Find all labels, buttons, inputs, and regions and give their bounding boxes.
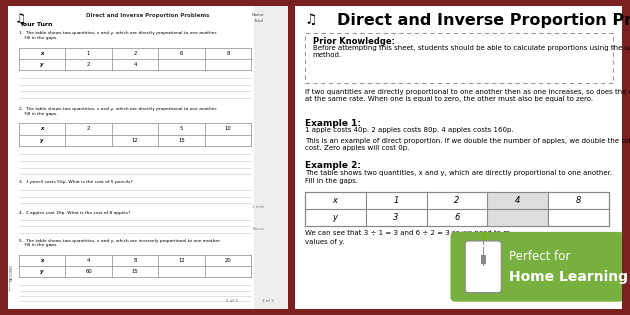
Text: This is an example of direct proportion. If we double the number of apples, we d: This is an example of direct proportion.… <box>305 138 630 151</box>
Text: ♫: ♫ <box>305 13 317 27</box>
Text: 10: 10 <box>225 126 232 131</box>
Text: We can see that 3 ÷ 1 = 3 and 6 ÷ 2 = 3 so we need to m: We can see that 3 ÷ 1 = 3 and 6 ÷ 2 = 3 … <box>305 230 510 236</box>
Text: 6: 6 <box>454 213 460 222</box>
Text: y: y <box>333 213 338 222</box>
Text: 8: 8 <box>227 51 230 56</box>
Text: Total: Total <box>253 19 263 23</box>
Text: 2: 2 <box>87 62 90 67</box>
Text: 3: 3 <box>393 213 399 222</box>
Text: 5.  The table shows two quantities, x and y, which are inversely proportional to: 5. The table shows two quantities, x and… <box>19 239 220 248</box>
Text: 1 apple costs 40p. 2 apples costs 80p. 4 apples costs 160p.: 1 apple costs 40p. 2 apples costs 80p. 4… <box>305 127 513 133</box>
Text: 4.  2 apples cost 30p. What is the cost of 8 apples?: 4. 2 apples cost 30p. What is the cost o… <box>19 211 130 215</box>
Text: x: x <box>40 126 43 131</box>
FancyBboxPatch shape <box>305 33 612 83</box>
Bar <box>481 255 486 264</box>
Text: y: y <box>40 62 43 67</box>
Text: 1: 1 <box>87 51 90 56</box>
Text: Direct and Inverse Proportion Problems: Direct and Inverse Proportion Problems <box>338 13 630 28</box>
Bar <box>255 6 288 309</box>
Text: Bonus: Bonus <box>253 227 265 231</box>
Text: y: y <box>40 138 43 143</box>
Text: 5: 5 <box>180 126 183 131</box>
Text: x: x <box>40 51 43 56</box>
Text: Your Turn: Your Turn <box>19 22 52 27</box>
Text: Fill in the gaps.: Fill in the gaps. <box>305 178 358 184</box>
Text: Direct and Inverse Proportion Problems: Direct and Inverse Proportion Problems <box>86 13 209 18</box>
Text: Home Learning: Home Learning <box>510 270 628 284</box>
Text: 8: 8 <box>576 196 581 205</box>
Text: 3 of 3: 3 of 3 <box>263 299 274 303</box>
Text: 12: 12 <box>178 258 185 263</box>
Text: 2.  The table shows two quantities, x and y, which are directly proportional to : 2. The table shows two quantities, x and… <box>19 107 217 116</box>
Text: 3.  1 pencil costs 55p. What is the cost of 5 pencils?: 3. 1 pencil costs 55p. What is the cost … <box>19 180 132 184</box>
Text: 4: 4 <box>134 62 137 67</box>
Text: 2: 2 <box>134 51 137 56</box>
Text: 4: 4 <box>87 258 90 263</box>
Text: y: y <box>40 269 43 274</box>
Text: Example 2:: Example 2: <box>305 161 360 170</box>
Text: 60: 60 <box>85 269 92 274</box>
FancyBboxPatch shape <box>450 232 624 302</box>
Text: x: x <box>333 196 338 205</box>
Text: 2 of 3: 2 of 3 <box>226 299 238 303</box>
Text: x: x <box>40 258 43 263</box>
Text: 2: 2 <box>87 126 90 131</box>
Text: ♫: ♫ <box>14 13 26 26</box>
Text: 8: 8 <box>134 258 137 263</box>
Bar <box>488 192 548 226</box>
Text: 20: 20 <box>225 258 232 263</box>
Bar <box>305 192 609 226</box>
Text: 1 mile: 1 mile <box>253 204 265 209</box>
Text: BEYOND: BEYOND <box>10 264 14 282</box>
Text: 12: 12 <box>132 138 139 143</box>
Text: values of y.: values of y. <box>305 239 344 245</box>
Text: 1: 1 <box>393 196 399 205</box>
Text: If two quantities are directly proportional to one another then as one increases: If two quantities are directly proportio… <box>305 89 630 102</box>
Text: Name: Name <box>252 13 265 17</box>
Text: 15: 15 <box>178 138 185 143</box>
Text: 15: 15 <box>132 269 139 274</box>
Text: Prior Knowledge:: Prior Knowledge: <box>313 37 395 46</box>
Text: The table shows two quantities, x and y, which are directly proportional to one : The table shows two quantities, x and y,… <box>305 170 612 176</box>
Bar <box>19 48 251 70</box>
Text: 1.  The table shows two quantities, x and y, which are directly proportional to : 1. The table shows two quantities, x and… <box>19 32 217 40</box>
Text: 4: 4 <box>515 196 520 205</box>
Text: 2: 2 <box>454 196 460 205</box>
Bar <box>19 123 251 146</box>
Text: Perfect for: Perfect for <box>510 250 571 263</box>
Bar <box>19 255 251 278</box>
Text: Example 1:: Example 1: <box>305 119 360 128</box>
FancyBboxPatch shape <box>465 241 501 293</box>
Text: Before attempting this sheet, students should be able to calculate proportions u: Before attempting this sheet, students s… <box>313 44 630 58</box>
Text: •••••: ••••• <box>10 279 14 291</box>
Text: 6: 6 <box>180 51 183 56</box>
